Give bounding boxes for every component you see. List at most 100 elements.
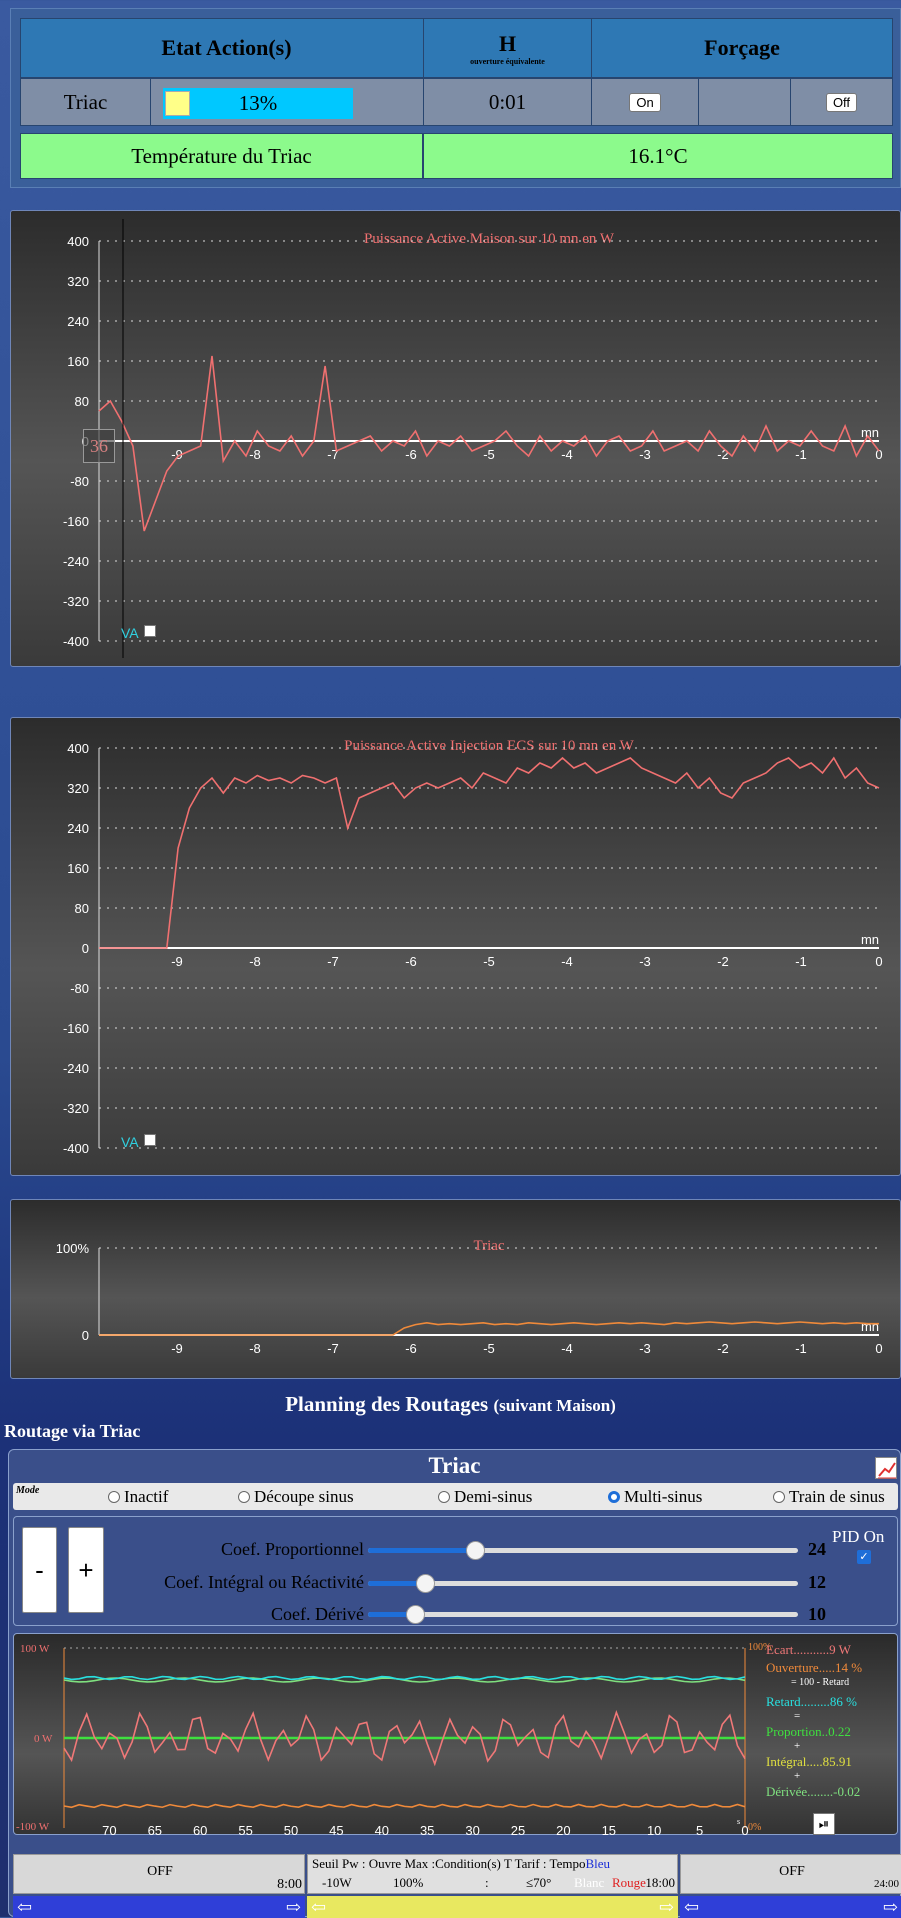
x-tick-label: 0	[875, 1341, 882, 1356]
x-tick-label: 50	[284, 1823, 298, 1836]
y-tick-label: -160	[63, 514, 89, 529]
ecart-line	[63, 1709, 746, 1767]
right-shift-left-arrow-icon[interactable]: ⇦	[684, 1896, 700, 1917]
x-tick-label: -9	[171, 447, 183, 462]
plan-slot-middle[interactable]: Seuil Pw : Ouvre Max :Condition(s) T Tar…	[307, 1854, 678, 1894]
legend-eq: =	[794, 1710, 801, 1722]
plan-slot-left[interactable]: OFF 8:00	[13, 1854, 305, 1894]
mode-option-3[interactable]: Multi-sinus	[608, 1487, 702, 1507]
y-tick-label: 0	[82, 941, 89, 956]
planning-title: Planning des Routages (suivant Maison)	[0, 1392, 901, 1417]
increase-button[interactable]: +	[68, 1527, 104, 1613]
x-tick-label: -5	[483, 954, 495, 969]
mid-shift-left-arrow-icon[interactable]: ⇦	[311, 1896, 327, 1917]
x-tick-label: -1	[795, 447, 807, 462]
triac-settings-box: Triac Mode Inactif Découpe sinus Demi-sinu…	[8, 1449, 901, 1918]
y-tick-label: 400	[67, 234, 89, 249]
shift-right-arrow-icon[interactable]: ⇨	[285, 1896, 301, 1917]
mode-radio-4[interactable]	[773, 1491, 785, 1503]
decrease-button[interactable]: -	[22, 1527, 57, 1613]
y-tick-label: -400	[63, 1141, 89, 1156]
mode-option-4[interactable]: Train de sinus	[773, 1487, 885, 1507]
mode-label-2: Demi-sinus	[454, 1487, 533, 1506]
right-shift-right-arrow-icon[interactable]: ⇨	[882, 1896, 898, 1917]
coef-i-knob[interactable]	[416, 1574, 435, 1593]
x-tick-label: -2	[717, 1341, 729, 1356]
coef-p-knob[interactable]	[466, 1541, 485, 1560]
nav-bar-middle: ⇦ ⇨	[307, 1896, 678, 1918]
data-series-line	[98, 355, 880, 532]
mode-radio-1[interactable]	[238, 1491, 250, 1503]
x-tick-label: -6	[405, 447, 417, 462]
y-tick-label: 240	[67, 821, 89, 836]
condition-value: :	[485, 1875, 489, 1890]
x-tick-label: -9	[171, 954, 183, 969]
x-tick-label: -3	[639, 1341, 651, 1356]
data-series-line	[99, 756, 880, 949]
y-left-label: -100 W	[16, 1821, 50, 1833]
coef-d-knob[interactable]	[406, 1605, 425, 1624]
x-tick-label: -5	[483, 447, 495, 462]
coef-p-slider[interactable]	[368, 1541, 798, 1560]
y-left-label: 0 W	[34, 1733, 53, 1745]
coef-d-label: Coef. Dérivé	[271, 1604, 364, 1624]
x-tick-label: 5	[696, 1823, 703, 1836]
y-tick-label: 80	[75, 901, 89, 916]
mode-radio-2[interactable]	[438, 1491, 450, 1503]
plan-slot-right[interactable]: OFF 24:00	[680, 1854, 901, 1894]
coef-d-value: 10	[808, 1604, 826, 1624]
x-tick-label: -3	[639, 954, 651, 969]
x-tick-label: 40	[375, 1823, 389, 1836]
x-tick-label: 55	[238, 1823, 252, 1836]
force-on-button[interactable]: On	[629, 92, 661, 112]
legend-ecart: Ecart...........9 W	[766, 1642, 851, 1657]
mode-label-4: Train de sinus	[789, 1487, 885, 1506]
plan-mid-header-text: Seuil Pw : Ouvre Max :Condition(s) T Tar…	[312, 1856, 586, 1871]
pid-legend: Ecart...........9 W Ouverture.....14 % =…	[766, 1642, 896, 1799]
chart-triac-panel: Triac 100% 0 -9 -8 -7 -6 -5 -4 -3 -2 -1 0 mn	[10, 1199, 901, 1379]
legend-ouverture: Ouverture.....14 %	[766, 1660, 863, 1675]
mode-option-0[interactable]: Inactif	[108, 1487, 168, 1507]
x-tick-label: -8	[249, 447, 261, 462]
ouvre-max-value: 100%	[393, 1875, 424, 1890]
y-tick-label: -400	[63, 634, 89, 649]
y-left-label: 100 W	[20, 1643, 50, 1655]
mode-option-2[interactable]: Demi-sinus	[438, 1487, 532, 1507]
mid-shift-right-arrow-icon[interactable]: ⇨	[658, 1896, 674, 1917]
status-table: Etat Action(s) H ouverture équivalente F…	[10, 8, 901, 188]
y-tick-label: 400	[67, 741, 89, 756]
force-off-button[interactable]: Off	[825, 92, 858, 112]
plan-mid-time: 18:00	[645, 1875, 675, 1890]
triac-label: Triac	[63, 89, 108, 114]
h-value-cell: 0:01	[423, 78, 592, 126]
x-unit-label: mn	[861, 932, 879, 947]
va-checkbox-2[interactable]	[144, 1134, 156, 1146]
y-tick-label: 80	[75, 394, 89, 409]
va-checkbox[interactable]	[144, 625, 156, 637]
forcage-on-cell: On	[591, 78, 699, 126]
coef-panel: - + Coef. Proportionnel 24 Coef. Intégra…	[13, 1516, 898, 1626]
x-tick-label: 60	[193, 1823, 207, 1836]
coef-d-slider[interactable]	[368, 1605, 798, 1624]
x-tick-label: 25	[511, 1823, 525, 1836]
chart-toggle-icon[interactable]	[875, 1457, 897, 1479]
va-toggle-label: VA	[121, 625, 139, 641]
plan-right-state: OFF	[779, 1864, 805, 1879]
x-tick-label: 65	[148, 1823, 162, 1836]
chart-maison-panel: Puissance Active Maison sur 10 mn en W 40…	[10, 210, 901, 667]
chart-title: Triac	[473, 1238, 504, 1254]
legend-plus1: +	[794, 1740, 801, 1752]
coef-i-slider[interactable]	[368, 1574, 798, 1593]
mode-radio-3[interactable]	[608, 1491, 620, 1503]
progress-bar: 13%	[163, 88, 353, 119]
play-pause-icon[interactable]: ⏯	[813, 1813, 835, 1835]
y-tick-label: 320	[67, 274, 89, 289]
mode-option-1[interactable]: Découpe sinus	[238, 1487, 354, 1507]
shift-left-arrow-icon[interactable]: ⇦	[17, 1896, 33, 1917]
device-title: Triac	[428, 1453, 481, 1478]
mode-radio-0[interactable]	[108, 1491, 120, 1503]
pid-checkbox[interactable]: ✓	[857, 1550, 871, 1564]
mode-label-1: Découpe sinus	[254, 1487, 354, 1506]
y-tick-label: 240	[67, 314, 89, 329]
